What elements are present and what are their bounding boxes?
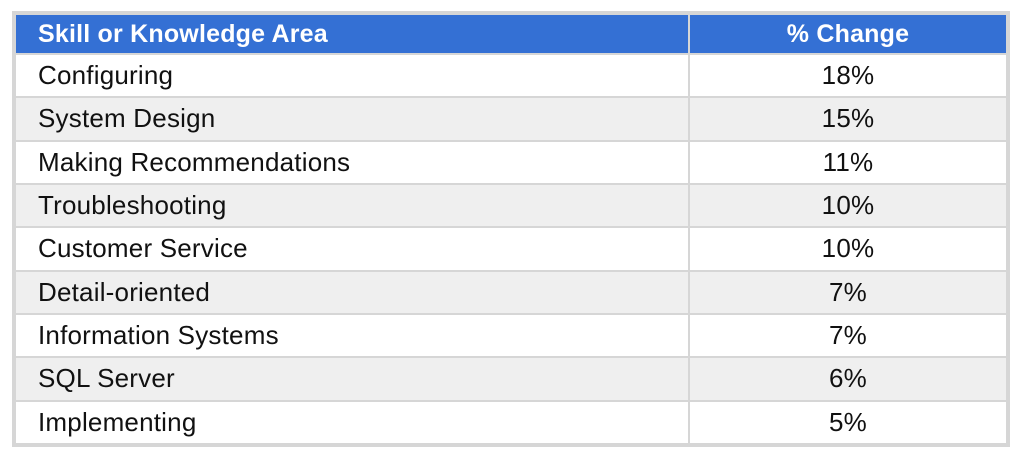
skill-cell: Implementing — [16, 401, 688, 443]
skill-cell: Detail-oriented — [16, 271, 688, 313]
table-row: Troubleshooting 10% — [16, 184, 1006, 227]
change-cell: 10% — [690, 228, 1006, 270]
change-cell: 7% — [690, 271, 1006, 313]
change-cell: 15% — [690, 98, 1006, 140]
table-row: Information Systems 7% — [16, 314, 1006, 357]
skill-cell: System Design — [16, 98, 688, 140]
skill-cell: Information Systems — [16, 314, 688, 357]
change-cell: 11% — [690, 141, 1006, 183]
table-header-row: Skill or Knowledge Area % Change — [16, 15, 1006, 53]
skill-cell: Customer Service — [16, 228, 688, 270]
change-cell: 18% — [690, 55, 1006, 97]
table-row: SQL Server 6% — [16, 358, 1006, 400]
table-row: Implementing 5% — [16, 401, 1006, 443]
skills-table-container: Skill or Knowledge Area % Change Configu… — [12, 11, 1010, 447]
column-header-skill: Skill or Knowledge Area — [16, 15, 688, 53]
table-row: Making Recommendations 11% — [16, 141, 1006, 183]
table-row: System Design 15% — [16, 98, 1006, 140]
change-cell: 6% — [690, 358, 1006, 400]
change-cell: 7% — [690, 314, 1006, 357]
table-row: Detail-oriented 7% — [16, 271, 1006, 313]
skill-cell: Configuring — [16, 55, 688, 97]
table-row: Customer Service 10% — [16, 228, 1006, 270]
skill-cell: Troubleshooting — [16, 184, 688, 227]
skills-table: Skill or Knowledge Area % Change Configu… — [14, 13, 1008, 445]
change-cell: 10% — [690, 184, 1006, 227]
column-header-change: % Change — [690, 15, 1006, 53]
skill-cell: Making Recommendations — [16, 141, 688, 183]
table-row: Configuring 18% — [16, 55, 1006, 97]
change-cell: 5% — [690, 401, 1006, 443]
skill-cell: SQL Server — [16, 358, 688, 400]
